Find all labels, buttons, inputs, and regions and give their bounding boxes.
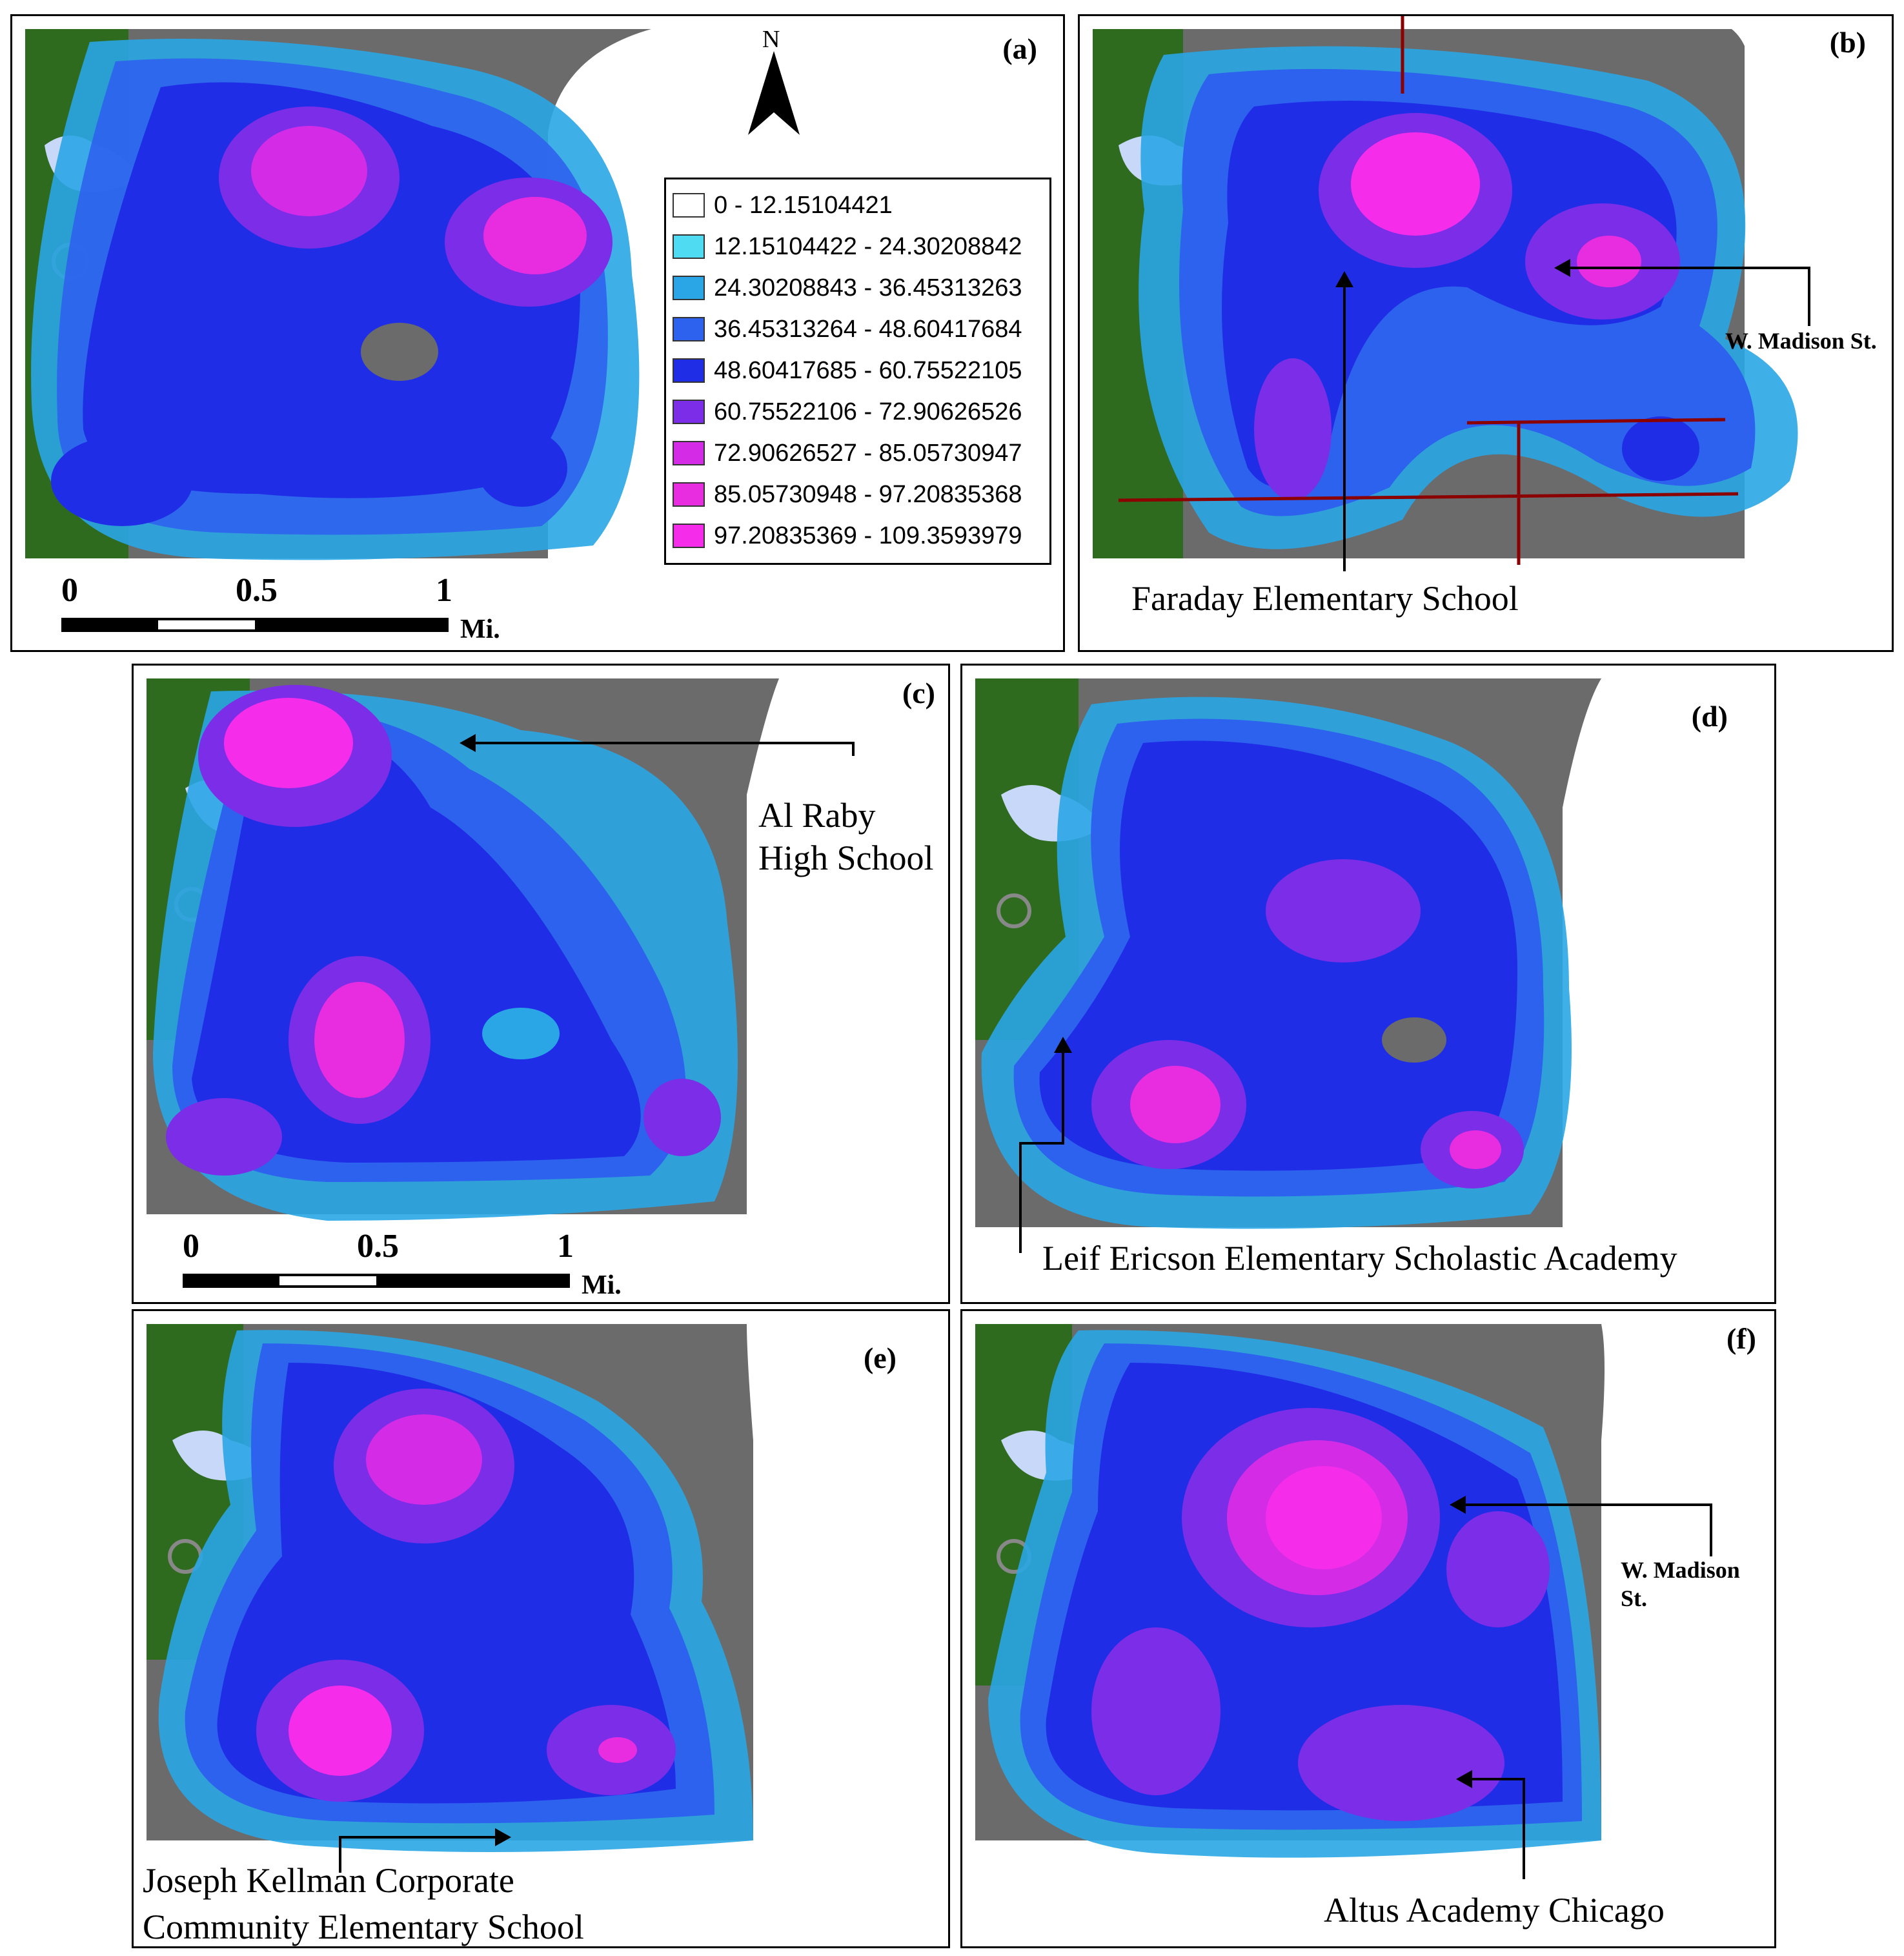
scale-tick: 0 <box>183 1228 199 1265</box>
panel-label-e: (e) <box>863 1341 896 1374</box>
scale-bar-graphic <box>61 618 449 632</box>
panel-label-b: (b) <box>1829 26 1866 59</box>
legend-label: 0 - 12.15104421 <box>714 191 893 219</box>
annotation-madison-f-2: St. <box>1621 1585 1648 1611</box>
north-label: N <box>762 26 780 53</box>
north-arrow: N <box>748 25 800 135</box>
scale-bar-graphic <box>183 1274 570 1288</box>
scale-bar-a: 0 0.5 1 Mi. <box>61 571 500 649</box>
density-map-d <box>975 678 1774 1234</box>
annotation-madison-b: W. Madison St. <box>1725 328 1877 354</box>
scale-tick: 0 <box>61 572 78 609</box>
legend-row: 36.45313264 - 48.60417684 <box>673 309 1043 350</box>
legend-label: 60.75522106 - 72.90626526 <box>714 398 1022 425</box>
scale-tick: 1 <box>557 1228 574 1265</box>
scale-bar-c: 0 0.5 1 Mi. <box>183 1227 622 1302</box>
density-map-b <box>1093 16 1841 565</box>
legend-swatch <box>673 276 705 300</box>
legend-label: 36.45313264 - 48.60417684 <box>714 315 1022 343</box>
annotation-faraday: Faraday Elementary School <box>1131 579 1519 618</box>
annotation-arrows-d <box>1019 1037 1072 1253</box>
legend-label: 72.90626527 - 85.05730947 <box>714 439 1022 467</box>
north-arrow-icon <box>748 51 800 135</box>
map-panel-d: (d) Leif Ericson Elementary Scholastic A… <box>960 664 1776 1304</box>
legend-label: 48.60417685 - 60.75522105 <box>714 356 1022 384</box>
legend-row: 72.90626527 - 85.05730947 <box>673 433 1043 474</box>
density-map-e <box>147 1324 948 1852</box>
density-map-c <box>147 678 948 1221</box>
legend-swatch <box>673 524 705 548</box>
annotation-leif: Leif Ericson Elementary Scholastic Acade… <box>1042 1239 1677 1278</box>
annotation-kellman-2: Community Elementary School <box>143 1908 584 1946</box>
legend-swatch <box>673 482 705 507</box>
panel-label-a: (a) <box>1002 32 1037 65</box>
density-map-f <box>975 1324 1774 1858</box>
legend-row: 85.05730948 - 97.20835368 <box>673 474 1043 515</box>
scale-unit: Mi. <box>460 615 500 644</box>
legend-label: 97.20835369 - 109.3593979 <box>714 522 1022 549</box>
legend-row: 60.75522106 - 72.90626526 <box>673 391 1043 433</box>
legend-swatch <box>673 400 705 424</box>
annotation-alraby-1: Al Raby <box>758 796 876 835</box>
scale-tick: 1 <box>436 572 452 609</box>
legend-label: 12.15104422 - 24.30208842 <box>714 232 1022 260</box>
map-panel-b: (b) Faraday Elementary School W. Madison… <box>1078 14 1894 652</box>
annotation-arrows-b <box>1335 259 1810 571</box>
map-panel-f: (f) W. Madison St. Altus Academy Chicago <box>960 1309 1776 1948</box>
annotation-altus: Altus Academy Chicago <box>1324 1891 1665 1930</box>
density-map-a <box>25 29 664 560</box>
annotation-arrows-f <box>1450 1496 1712 1879</box>
map-legend: 0 - 12.15104421 12.15104422 - 24.3020884… <box>664 178 1051 565</box>
map-panel-a: (a) N 0 - 12.15104421 12.15104422 - 24.3… <box>10 14 1065 652</box>
annotation-madison-f-1: W. Madison <box>1621 1557 1740 1583</box>
annotation-arrows-c <box>460 734 855 756</box>
scale-tick: 0.5 <box>236 572 278 609</box>
scale-tick: 0.5 <box>357 1228 399 1265</box>
legend-swatch <box>673 234 705 259</box>
map-panel-e: (e) Joseph Kellman Corporate Community E… <box>132 1309 950 1948</box>
legend-swatch <box>673 358 705 383</box>
panel-label-c: (c) <box>902 677 935 709</box>
scale-unit: Mi. <box>582 1270 622 1300</box>
legend-row: 48.60417685 - 60.75522105 <box>673 350 1043 391</box>
legend-swatch <box>673 317 705 341</box>
panel-label-d: (d) <box>1691 700 1728 733</box>
legend-row: 0 - 12.15104421 <box>673 185 1043 226</box>
panel-label-f: (f) <box>1727 1322 1756 1355</box>
annotation-alraby-2: High School <box>758 839 934 877</box>
legend-label: 24.30208843 - 36.45313263 <box>714 274 1022 301</box>
map-panel-c: (c) Al Raby High School 0 0.5 1 Mi. <box>132 664 950 1304</box>
legend-label: 85.05730948 - 97.20835368 <box>714 480 1022 508</box>
legend-swatch <box>673 193 705 218</box>
legend-row: 24.30208843 - 36.45313263 <box>673 267 1043 309</box>
legend-row: 97.20835369 - 109.3593979 <box>673 515 1043 556</box>
legend-swatch <box>673 441 705 465</box>
legend-row: 12.15104422 - 24.30208842 <box>673 226 1043 267</box>
annotation-arrows-e <box>339 1828 511 1873</box>
annotation-kellman-1: Joseph Kellman Corporate <box>143 1861 514 1900</box>
